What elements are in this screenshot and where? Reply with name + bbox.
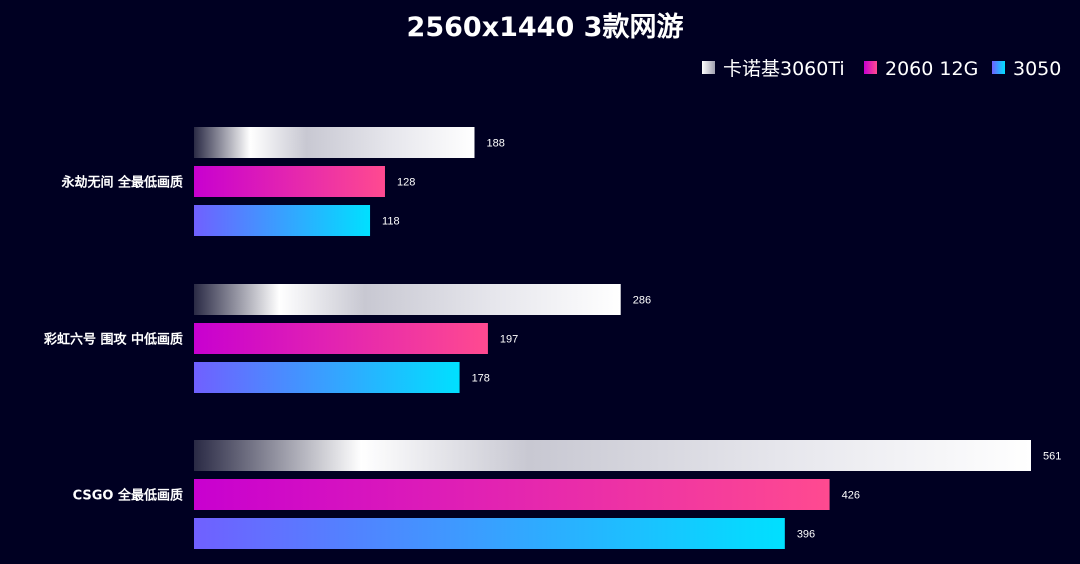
data-label: 188 [486, 138, 504, 150]
data-label: 561 [1043, 451, 1061, 463]
bar-series-2 [194, 518, 785, 549]
bar-series-0 [194, 127, 475, 158]
legend-swatch-series-1 [864, 61, 877, 74]
legend-label-series-0: 卡诺基3060Ti [723, 58, 845, 80]
data-label: 118 [382, 216, 400, 228]
bar-series-1 [194, 166, 385, 197]
chart-title: 2560x1440 3款网游 [407, 12, 684, 43]
data-label: 396 [797, 529, 815, 541]
data-label: 286 [633, 295, 651, 307]
data-label: 426 [842, 490, 860, 502]
bar-series-1 [194, 479, 830, 510]
data-label: 178 [472, 373, 490, 385]
data-label: 128 [397, 177, 415, 189]
bar-series-2 [194, 362, 460, 393]
category-label: CSGO 全最低画质 [73, 488, 183, 504]
legend-swatch-series-0 [702, 61, 715, 74]
chart-legend: 卡诺基3060Ti 2060 12G 3050 [702, 58, 1061, 80]
bar-series-2 [194, 205, 371, 236]
data-label: 197 [500, 334, 518, 346]
legend-swatch-series-2 [992, 61, 1005, 74]
bar-series-0 [194, 284, 621, 315]
bar-series-1 [194, 323, 488, 354]
legend-label-series-2: 3050 [1013, 58, 1061, 80]
category-label: 永劫无间 全最低画质 [60, 175, 183, 191]
bar-series-0 [194, 440, 1031, 471]
legend-label-series-1: 2060 12G [885, 58, 978, 80]
category-label: 彩虹六号 围攻 中低画质 [43, 332, 183, 348]
plot-area: 永劫无间 全最低画质 188 128 118 彩虹六号 围攻 中低画质 286 197 178… [43, 127, 1061, 549]
